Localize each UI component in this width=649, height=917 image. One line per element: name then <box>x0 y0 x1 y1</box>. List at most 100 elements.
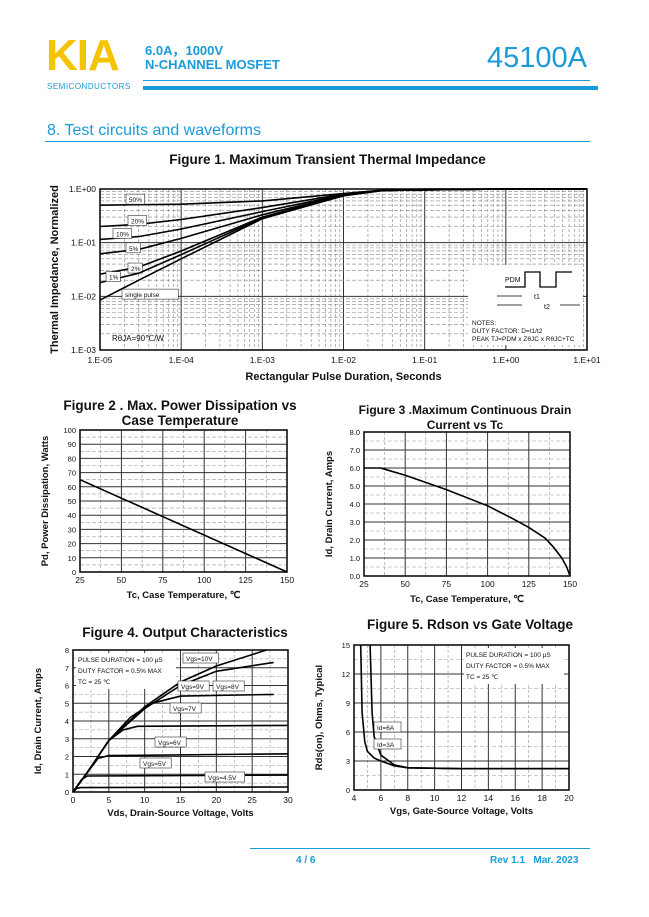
fig2-y-tick-label: 100 <box>63 426 76 435</box>
fig1-series-label-box <box>125 242 141 254</box>
fig3-x-tick-label: 50 <box>400 579 410 589</box>
kia-logo: KIA <box>46 31 120 80</box>
fig1-series-label: 50% <box>129 197 142 204</box>
fig3-series-line <box>364 467 571 577</box>
fig2-series-line <box>79 478 288 573</box>
fig1-x-tick-label: 1.E-04 <box>169 355 194 365</box>
fig2-x-tick-label: 150 <box>280 575 294 585</box>
fig4-title: Figure 4. Output Characteristics <box>82 625 288 640</box>
fig5-x-tick-label: 12 <box>457 793 467 803</box>
fig3-x-tick-label: 150 <box>563 579 577 589</box>
fig5-y-tick-label: 12 <box>342 670 350 679</box>
fig1-series-label: single pulse <box>125 292 160 299</box>
fig4-series-label-box <box>212 680 245 692</box>
fig1-x-tick-label: 1.E-03 <box>250 355 275 365</box>
fig5-plot-frame <box>353 644 570 791</box>
fig4-y-tick-label: 0 <box>65 788 69 797</box>
fig5-x-tick-label: 18 <box>537 793 547 803</box>
fig1-t1-label: t1 <box>534 294 540 301</box>
fig1-y-tick-label: 1.E-02 <box>71 291 96 301</box>
fig3-y-tick-label: 6.0 <box>350 464 360 473</box>
fig2-y-tick-label: 50 <box>68 497 76 506</box>
fig4-series-label: Vgs=9V <box>181 684 205 691</box>
fig2-y-tick-label: 60 <box>68 483 76 492</box>
fig4-series-label: Vgs=4.5V <box>208 775 237 782</box>
fig4-y-tick-label: 4 <box>65 717 69 726</box>
fig3-y-tick-label: 4.0 <box>350 500 360 509</box>
fig2-y-tick-label: 80 <box>68 454 76 463</box>
fig2-y-axis-label: Pd, Power Dissipation, Watts <box>40 436 51 567</box>
header-thick-rule <box>143 86 598 90</box>
fig1-peak-tj-note: PEAK TJ=PDM x ZθJC x RθJC+TC <box>472 336 575 343</box>
fig4-y-axis-label: Id, Drain Current, Amps <box>33 668 44 774</box>
fig1-plot-frame <box>99 188 588 351</box>
fig1-series-label-box <box>127 262 143 274</box>
fig4-x-axis-label: Vds, Drain-Source Voltage, Volts <box>107 808 253 819</box>
page-number: 4 / 6 <box>296 855 316 866</box>
fig3-y-tick-label: 7.0 <box>350 446 360 455</box>
fig5-note: PULSE DURATION = 100 μS <box>466 652 551 659</box>
fig3-y-tick-label: 2.0 <box>350 536 360 545</box>
fig4-series-line <box>72 786 289 793</box>
fig4-x-tick-label: 15 <box>176 795 186 805</box>
fig3-x-axis-label: Tc, Case Temperature, ℃ <box>410 594 524 605</box>
fig4-y-tick-label: 3 <box>65 735 69 744</box>
fig1-series-label: 2% <box>131 266 141 273</box>
fig1-series-label: 20% <box>131 219 144 226</box>
revision: Rev 1.1 Mar. 2023 <box>490 855 579 866</box>
fig4-chart: 0 5 10 15 20 25 30 0 1 2 3 4 5 6 7 8 Vds, Drain-Source V… <box>33 646 293 819</box>
fig3-y-axis-label: Id, Drain Current, Amps <box>324 451 335 557</box>
logo-subtitle: SEMICONDUCTORS <box>47 82 131 91</box>
fig1-series-label-box <box>125 193 145 205</box>
fig5-chart: 4 6 8 10 12 14 16 18 20 0 3 6 9 12 15 Vgs, Gate-Source … <box>314 641 574 817</box>
fig4-series-label-box <box>169 702 202 714</box>
fig1-series-label-box <box>105 271 121 282</box>
fig2-plot-frame <box>79 429 288 573</box>
fig4-note: TC = 25 ℃ <box>78 679 111 686</box>
fig1-x-tick-label: 1.E+01 <box>573 355 600 365</box>
fig1-x-tick-label: 1.E-02 <box>331 355 356 365</box>
fig4-series-label: Vgs=5V <box>143 761 167 768</box>
fig3-chart: 25 50 75 100 125 150 0.0 1.0 2.0 3.0 4.0 5.0 6.0 7.0 8… <box>324 428 577 605</box>
fig2-x-axis-label: Tc, Case Temperature, ℃ <box>127 590 241 601</box>
fig4-series-label-box <box>154 736 187 748</box>
fig4-notes-box <box>76 653 176 689</box>
fig4-note: DUTY FACTOR = 0.5% MAX <box>78 668 162 675</box>
fig3-title: Figure 3 .Maximum Continuous Drain Curre… <box>358 403 572 432</box>
fig1-series-label-box <box>112 228 132 239</box>
fig4-series-label: Vgs=8V <box>216 684 240 691</box>
fig1-x-tick-label: 1.E+00 <box>492 355 519 365</box>
fig1-duty-factor-note: DUTY FACTOR: D=t1/t2 <box>472 328 543 335</box>
fig2-x-tick-label: 100 <box>197 575 211 585</box>
fig2-y-tick-label: 70 <box>68 469 76 478</box>
fig4-y-tick-label: 2 <box>65 753 69 762</box>
fig3-y-tick-label: 5.0 <box>350 482 360 491</box>
fig5-y-tick-label: 3 <box>346 757 350 766</box>
fig1-title: Figure 1. Maximum Transient Thermal Impe… <box>169 152 486 167</box>
spec-type: N-CHANNEL MOSFET <box>145 57 280 72</box>
fig1-pulse-arrows <box>497 295 580 306</box>
fig5-series-label: Id=6A <box>377 725 395 732</box>
fig5-note: TC = 25 ℃ <box>466 674 499 681</box>
fig3-y-tick-label: 1.0 <box>350 554 360 563</box>
fig1-x-axis-label: Rectangular Pulse Duration, Seconds <box>245 371 441 383</box>
fig4-series-label: Vgs=10V <box>186 656 213 663</box>
fig2-x-tick-label: 75 <box>158 575 168 585</box>
fig5-x-tick-label: 10 <box>430 793 440 803</box>
fig1-series-label-box <box>127 215 147 226</box>
part-number: 45100A <box>487 42 587 74</box>
fig4-series-label: Vgs=6V <box>158 740 182 747</box>
fig5-title: Figure 5. Rdson vs Gate Voltage <box>366 617 574 632</box>
fig5-y-axis-label: Rds(on), Ohms, Typical <box>314 665 325 770</box>
fig5-notes-box <box>464 648 564 684</box>
fig4-x-tick-label: 20 <box>212 795 222 805</box>
section-rule <box>45 141 590 142</box>
pulse-waveform-icon <box>505 271 572 288</box>
fig1-rthja-note: RθJA=90℃/W <box>112 334 164 343</box>
section-title: 8. Test circuits and waveforms <box>47 122 262 139</box>
fig5-x-tick-label: 4 <box>352 793 357 803</box>
fig2-y-tick-label: 90 <box>68 440 76 449</box>
fig2-y-tick-label: 40 <box>68 511 76 520</box>
fig1-notes-heading: NOTES: <box>472 320 496 327</box>
